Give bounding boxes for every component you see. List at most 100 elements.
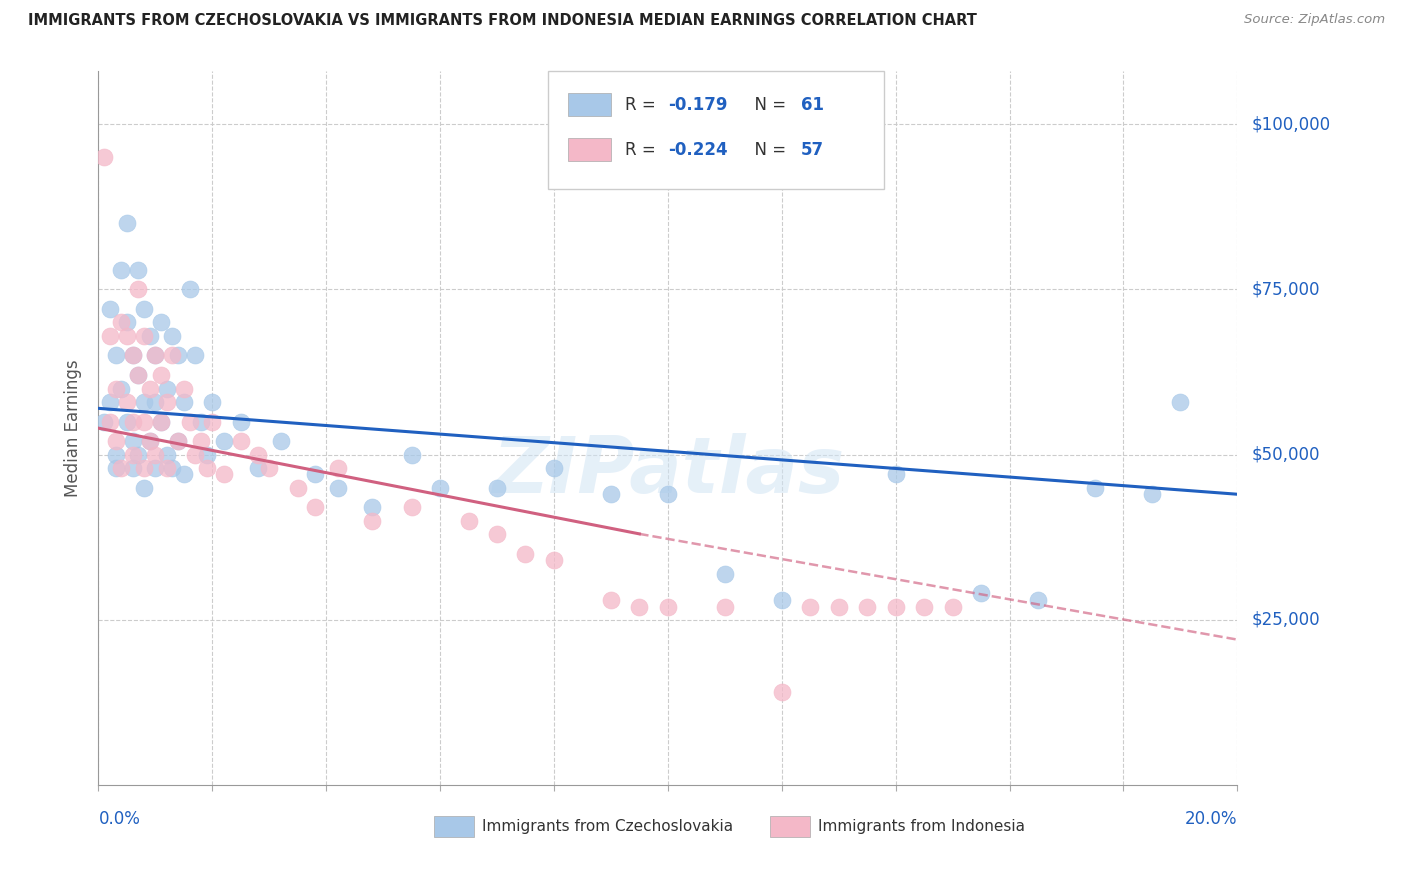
- Point: [127, 448, 149, 462]
- Point: [486, 527, 509, 541]
- Point: [304, 500, 326, 515]
- Point: [132, 328, 155, 343]
- Point: [401, 500, 423, 515]
- Point: [600, 487, 623, 501]
- Text: Immigrants from Indonesia: Immigrants from Indonesia: [818, 819, 1025, 834]
- Point: [104, 434, 127, 449]
- Point: [110, 315, 132, 329]
- Text: R =: R =: [624, 96, 661, 114]
- Point: [628, 599, 651, 614]
- Text: -0.179: -0.179: [668, 96, 727, 114]
- Point: [93, 415, 115, 429]
- Point: [326, 481, 349, 495]
- Point: [190, 434, 212, 449]
- Point: [110, 460, 132, 475]
- Text: $75,000: $75,000: [1251, 280, 1320, 299]
- Point: [121, 434, 143, 449]
- Point: [270, 434, 292, 449]
- Point: [138, 434, 160, 449]
- Point: [179, 415, 201, 429]
- Point: [201, 415, 224, 429]
- Point: [515, 547, 537, 561]
- Point: [457, 514, 479, 528]
- Point: [156, 382, 179, 396]
- FancyBboxPatch shape: [770, 815, 810, 837]
- Text: N =: N =: [744, 141, 792, 159]
- Point: [98, 328, 121, 343]
- Point: [145, 394, 167, 409]
- Point: [360, 514, 382, 528]
- Point: [127, 262, 149, 277]
- FancyBboxPatch shape: [434, 815, 474, 837]
- Point: [828, 599, 851, 614]
- Point: [912, 599, 935, 614]
- Point: [1026, 593, 1049, 607]
- Text: $50,000: $50,000: [1251, 446, 1320, 464]
- Point: [1140, 487, 1163, 501]
- Point: [201, 394, 224, 409]
- Point: [884, 599, 907, 614]
- Point: [121, 349, 143, 363]
- Point: [657, 487, 679, 501]
- Point: [156, 394, 179, 409]
- Point: [486, 481, 509, 495]
- Point: [429, 481, 451, 495]
- Point: [799, 599, 821, 614]
- Point: [714, 566, 737, 581]
- Point: [132, 460, 155, 475]
- Point: [132, 415, 155, 429]
- Point: [98, 302, 121, 317]
- Point: [145, 349, 167, 363]
- Point: [132, 481, 155, 495]
- Text: 20.0%: 20.0%: [1185, 810, 1237, 828]
- Point: [173, 382, 195, 396]
- Point: [543, 553, 565, 567]
- Point: [98, 394, 121, 409]
- Text: -0.224: -0.224: [668, 141, 727, 159]
- Point: [150, 368, 173, 383]
- Text: 57: 57: [801, 141, 824, 159]
- Point: [770, 593, 793, 607]
- Point: [93, 150, 115, 164]
- Point: [104, 460, 127, 475]
- Point: [121, 415, 143, 429]
- Point: [138, 328, 160, 343]
- Point: [942, 599, 965, 614]
- Point: [212, 434, 235, 449]
- Point: [132, 302, 155, 317]
- Point: [127, 282, 149, 296]
- Point: [167, 434, 190, 449]
- Text: Source: ZipAtlas.com: Source: ZipAtlas.com: [1244, 13, 1385, 27]
- Point: [326, 460, 349, 475]
- Point: [190, 415, 212, 429]
- Point: [229, 415, 252, 429]
- Y-axis label: Median Earnings: Median Earnings: [65, 359, 83, 497]
- Point: [401, 448, 423, 462]
- Point: [138, 382, 160, 396]
- Point: [173, 467, 195, 482]
- Text: $100,000: $100,000: [1251, 115, 1330, 133]
- FancyBboxPatch shape: [568, 94, 612, 116]
- Point: [145, 460, 167, 475]
- Point: [162, 349, 184, 363]
- Point: [770, 685, 793, 699]
- Point: [138, 434, 160, 449]
- Point: [246, 448, 269, 462]
- Text: 61: 61: [801, 96, 824, 114]
- Point: [1170, 394, 1192, 409]
- Point: [121, 349, 143, 363]
- Text: $25,000: $25,000: [1251, 611, 1320, 629]
- Point: [167, 434, 190, 449]
- Point: [115, 328, 138, 343]
- Point: [184, 349, 207, 363]
- Point: [132, 394, 155, 409]
- Point: [156, 448, 179, 462]
- FancyBboxPatch shape: [568, 138, 612, 161]
- Point: [127, 368, 149, 383]
- Point: [156, 460, 179, 475]
- Point: [110, 262, 132, 277]
- Point: [856, 599, 879, 614]
- Point: [115, 216, 138, 230]
- Point: [121, 448, 143, 462]
- Point: [543, 460, 565, 475]
